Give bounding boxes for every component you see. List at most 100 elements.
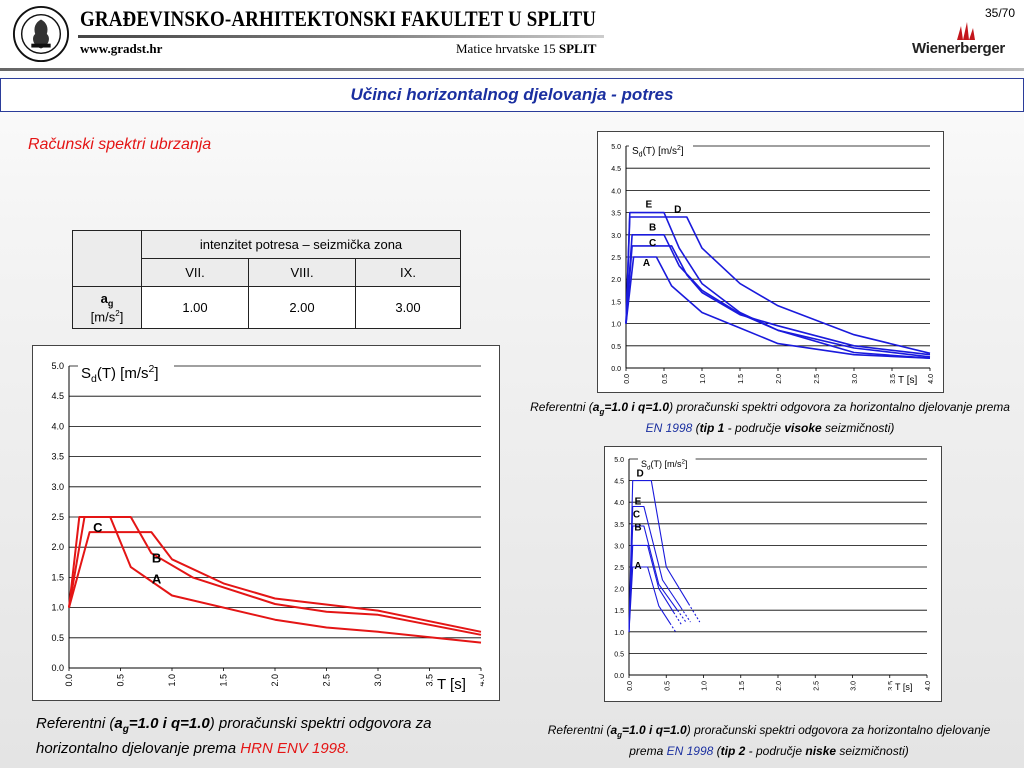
y-tick-label: 4.5	[51, 391, 64, 401]
x-tick-label: 3.0	[852, 374, 859, 384]
y-tick-label: 0.5	[614, 651, 624, 658]
slide-title: Učinci horizontalnog djelovanja - potres	[350, 85, 674, 104]
y-tick-label: 4.0	[611, 188, 621, 195]
series-line-c	[68, 531, 482, 633]
x-tick-label: 0.0	[627, 681, 634, 691]
series-line-d	[628, 480, 690, 632]
wienerberger-wordmark: Wienerberger	[912, 40, 1005, 57]
x-axis-title-bg	[895, 374, 926, 388]
address-city: SPLIT	[558, 41, 597, 56]
series-line-d	[625, 216, 931, 355]
website-link[interactable]: www.gradst.hr	[80, 41, 163, 56]
wienerberger-mark-icon	[957, 22, 975, 40]
zone-header: VIII.	[248, 258, 356, 287]
y-tick-label: 4.0	[51, 421, 64, 431]
ag-value: 1.00	[141, 286, 249, 329]
faculty-address: Matice hrvatske 15 SPLIT	[456, 41, 596, 57]
y-tick-label: 1.5	[51, 572, 64, 582]
slide-title-bar: Učinci horizontalnog djelovanja - potres	[0, 78, 1024, 112]
x-tick-label: 4.0	[928, 374, 935, 384]
y-tick-label: 0.0	[611, 366, 621, 373]
x-axis-title: T [s]	[895, 682, 912, 692]
x-tick-label: 3.5	[888, 681, 895, 691]
x-tick-label: 1.5	[739, 681, 746, 691]
y-tick-label: 2.0	[614, 587, 624, 594]
caption-en1998-type1: Referentni (ag=1.0 i q=1.0) proračunski …	[530, 400, 1010, 436]
series-line-b	[625, 234, 931, 358]
y-tick-label: 1.0	[51, 603, 64, 613]
y-tick-label: 3.5	[611, 211, 621, 218]
y-tick-label: 0.5	[51, 633, 64, 643]
address-street: Matice hrvatske 15	[456, 41, 556, 56]
y-tick-label: 5.0	[611, 144, 621, 151]
x-tick-label: 2.0	[776, 374, 783, 384]
y-tick-label: 0.0	[614, 673, 624, 680]
y-axis-title: Sd(T) [m/s2]	[632, 145, 684, 159]
x-tick-label: 2.5	[322, 674, 332, 687]
y-tick-label: 3.5	[51, 452, 64, 462]
curve-label-a: A	[643, 258, 650, 269]
y-tick-label: 2.5	[614, 565, 624, 572]
header-divider	[0, 68, 1024, 71]
x-tick-label: 0.0	[64, 674, 74, 687]
y-axis-title-bg	[78, 363, 174, 382]
x-tick-label: 3.0	[851, 681, 858, 691]
x-tick-label: 2.0	[270, 674, 280, 687]
zone-header: VII.	[141, 258, 249, 287]
chart-en1998-type2: 0.0 0.5 1.0 1.5 2.0 2.5 3.0 3.5 4.0 4.5 5.0 0.0 0.5 1…	[604, 446, 942, 702]
series-line-b	[68, 516, 482, 636]
series-tail-a	[669, 622, 677, 633]
y-axis-title-bg	[638, 458, 696, 471]
x-tick-label: 1.0	[702, 681, 709, 691]
chart-hrn-env-1998: 0.0 0.5 1.0 1.5 2.0 2.5 3.0 3.5 4.0 4.5 5.0 0.0 0.5 1…	[32, 345, 500, 701]
y-tick-label: 2.5	[611, 255, 621, 262]
x-tick-label: 3.0	[373, 674, 383, 687]
series-tail-e	[680, 607, 691, 623]
table-group-header: intenzitet potresa – seizmička zona	[141, 230, 461, 259]
caption-en1998-type2: Referentni (ag=1.0 i q=1.0) proračunski …	[547, 723, 991, 759]
x-tick-label: 2.5	[813, 681, 820, 691]
section-subtitle: Računski spektri ubrzanja	[28, 136, 212, 153]
y-tick-label: 5.0	[51, 361, 64, 371]
ag-value: 2.00	[248, 286, 356, 329]
table-corner-cell	[72, 230, 142, 287]
curve-label-a: A	[152, 571, 162, 586]
chart-en1998-type1: 0.0 0.5 1.0 1.5 2.0 2.5 3.0 3.5 4.0 4.5 5.0 0.0 0.5 1…	[597, 131, 944, 393]
y-tick-label: 3.0	[611, 233, 621, 240]
x-axis-title: T [s]	[437, 676, 466, 693]
x-tick-label: 0.5	[664, 681, 671, 691]
y-tick-label: 3.0	[614, 543, 624, 550]
seismic-zone-table: intenzitet potresa – seizmička zona VII.…	[72, 230, 461, 329]
x-tick-label: 2.0	[776, 681, 783, 691]
university-seal-logo	[12, 5, 70, 63]
y-axis-title-bg	[629, 144, 693, 158]
curve-label-d: D	[674, 205, 681, 216]
y-tick-label: 4.5	[611, 166, 621, 173]
y-tick-label: 4.0	[614, 500, 624, 507]
y-tick-label: 1.5	[614, 608, 624, 615]
series-line-e	[625, 211, 931, 359]
curve-label-b: B	[152, 550, 161, 565]
series-tail-d	[688, 603, 701, 623]
y-tick-label: 1.0	[614, 630, 624, 637]
y-tick-label: 3.0	[51, 482, 64, 492]
x-tick-label: 0.5	[116, 674, 126, 687]
curve-label-c: C	[649, 238, 656, 249]
y-tick-label: 4.5	[614, 479, 624, 486]
y-axis-title: Sd(T) [m/s2]	[641, 458, 688, 471]
y-tick-label: 0.0	[51, 663, 64, 673]
y-tick-label: 1.0	[611, 322, 621, 329]
x-axis-title: T [s]	[898, 375, 917, 386]
x-tick-label: 1.5	[738, 374, 745, 384]
curve-label-b: B	[634, 522, 641, 533]
y-axis-title: Sd(T) [m/s2]	[81, 363, 159, 385]
x-tick-label: 2.5	[814, 374, 821, 384]
page-number: 35/70	[985, 6, 1016, 20]
curve-label-e: E	[645, 199, 652, 210]
y-tick-label: 5.0	[614, 457, 624, 464]
series-line-c	[625, 245, 931, 356]
y-tick-label: 0.5	[611, 344, 621, 351]
curve-label-c: C	[633, 509, 640, 520]
ag-row-label: ag [m/s2]	[72, 286, 142, 329]
curve-label-a: A	[634, 561, 641, 572]
